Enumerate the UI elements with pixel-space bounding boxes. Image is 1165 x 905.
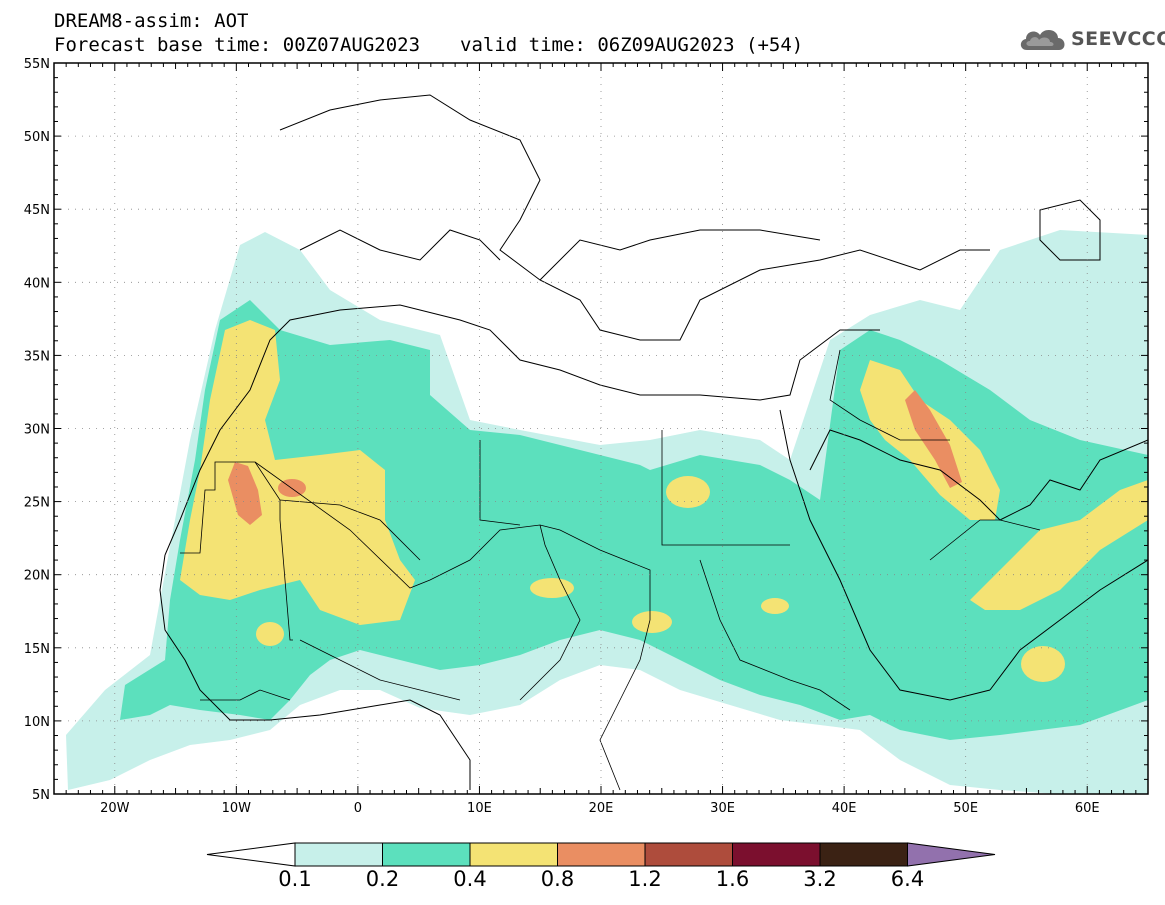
gridlines bbox=[54, 63, 1148, 794]
colorbar-tick-label: 3.2 bbox=[803, 867, 836, 891]
time-info: Forecast base time: 00Z07AUG2023 valid ti… bbox=[54, 35, 803, 55]
logo-text: SEEVCCC bbox=[1071, 28, 1165, 50]
lon-label: 50E bbox=[953, 801, 978, 816]
aot-patch bbox=[632, 611, 672, 633]
lon-label: 10E bbox=[467, 801, 492, 816]
lon-label: 0 bbox=[354, 801, 362, 816]
colorbar-tick-label: 0.4 bbox=[453, 867, 486, 891]
colorbar-swatch bbox=[469, 842, 558, 867]
colorbar-tick-label: 1.2 bbox=[628, 867, 661, 891]
lon-label: 30E bbox=[710, 801, 735, 816]
colorbar-tick-label: 0.2 bbox=[366, 867, 399, 891]
country-borders bbox=[180, 349, 1041, 791]
lon-label: 10W bbox=[222, 801, 252, 816]
lat-axis: 5N 10N 15N 20N 25N 30N 35N 40N 45N 50N 55N bbox=[24, 57, 50, 803]
lat-label: 20N bbox=[24, 569, 50, 584]
lon-label: 20W bbox=[100, 801, 130, 816]
lat-label: 15N bbox=[24, 642, 50, 657]
lat-label: 5N bbox=[32, 788, 50, 803]
colorbar-swatch bbox=[557, 842, 646, 867]
cloud-icon bbox=[1020, 29, 1065, 50]
aot-contour-0.8 bbox=[228, 462, 262, 525]
aot-patch bbox=[761, 598, 789, 614]
aot-contour-0.4 bbox=[180, 320, 415, 625]
aot-contour-0.8 bbox=[905, 390, 962, 488]
aot-patch bbox=[1021, 646, 1065, 682]
valid-time: valid time: 06Z09AUG2023 (+54) bbox=[460, 34, 804, 56]
lat-label: 25N bbox=[24, 496, 50, 511]
axis-ticks bbox=[54, 62, 1148, 795]
aot-patch bbox=[666, 476, 710, 508]
lat-label: 50N bbox=[24, 130, 50, 145]
colorbar-swatch bbox=[819, 842, 908, 867]
colorbar-swatch bbox=[732, 842, 821, 867]
colorbar-under bbox=[206, 842, 296, 867]
lon-label: 20E bbox=[589, 801, 614, 816]
colorbar: 0.1 0.2 0.4 0.8 1.2 1.6 3.2 6.4 bbox=[206, 842, 996, 891]
colorbar-swatch bbox=[294, 842, 383, 867]
colorbar-over bbox=[907, 842, 996, 867]
aot-field bbox=[66, 230, 1148, 794]
aot-patch bbox=[256, 622, 284, 646]
colorbar-tick-label: 0.1 bbox=[278, 867, 311, 891]
lon-label: 40E bbox=[832, 801, 857, 816]
colorbar-swatch bbox=[644, 842, 733, 867]
lat-label: 30N bbox=[24, 423, 50, 438]
lat-label: 45N bbox=[24, 203, 50, 218]
colorbar-tick-label: 1.6 bbox=[716, 867, 749, 891]
colorbar-tick-label: 6.4 bbox=[891, 867, 924, 891]
aot-contour-0.4-oman bbox=[970, 480, 1148, 610]
coastlines bbox=[159, 94, 1148, 790]
lat-label: 35N bbox=[24, 349, 50, 364]
base-time: Forecast base time: 00Z07AUG2023 bbox=[54, 34, 421, 56]
map-title: DREAM8-assim: AOT bbox=[54, 10, 249, 32]
colorbar-swatch bbox=[382, 842, 471, 867]
lat-label: 55N bbox=[24, 57, 50, 72]
lon-axis: 20W 10W 0 10E 20E 30E 40E 50E 60E bbox=[100, 801, 1100, 816]
colorbar-tick-label: 0.8 bbox=[541, 867, 574, 891]
lon-label: 60E bbox=[1075, 801, 1100, 816]
lat-label: 40N bbox=[24, 276, 50, 291]
seevccc-logo: SEEVCCC bbox=[1017, 24, 1165, 54]
lat-label: 10N bbox=[24, 715, 50, 730]
aot-patch bbox=[530, 578, 574, 598]
